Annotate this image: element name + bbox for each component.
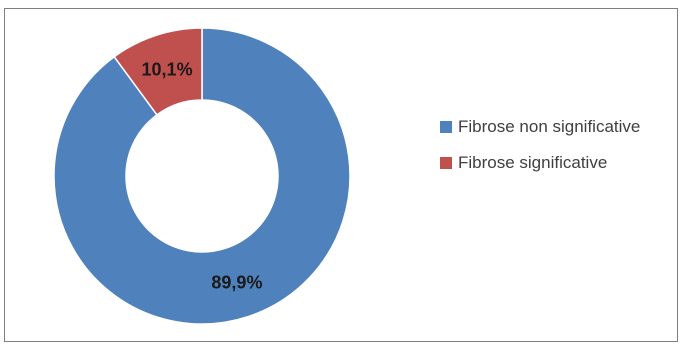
data-label-1: 10,1%	[142, 60, 193, 80]
legend: Fibrose non significative Fibrose signif…	[440, 116, 676, 188]
legend-item-fibrose-non-significative: Fibrose non significative	[440, 116, 676, 138]
legend-swatch-red	[440, 157, 452, 169]
legend-label-fibrose-non-significative: Fibrose non significative	[458, 117, 641, 136]
data-label-0: 89,9%	[211, 272, 262, 292]
legend-swatch-blue	[440, 121, 452, 133]
donut-slice-fibrose-non-significative	[53, 27, 351, 325]
legend-item-fibrose-significative: Fibrose significative	[440, 152, 676, 174]
legend-label-fibrose-significative: Fibrose significative	[458, 153, 608, 172]
donut-slice-fibrose-significative	[113, 27, 203, 116]
